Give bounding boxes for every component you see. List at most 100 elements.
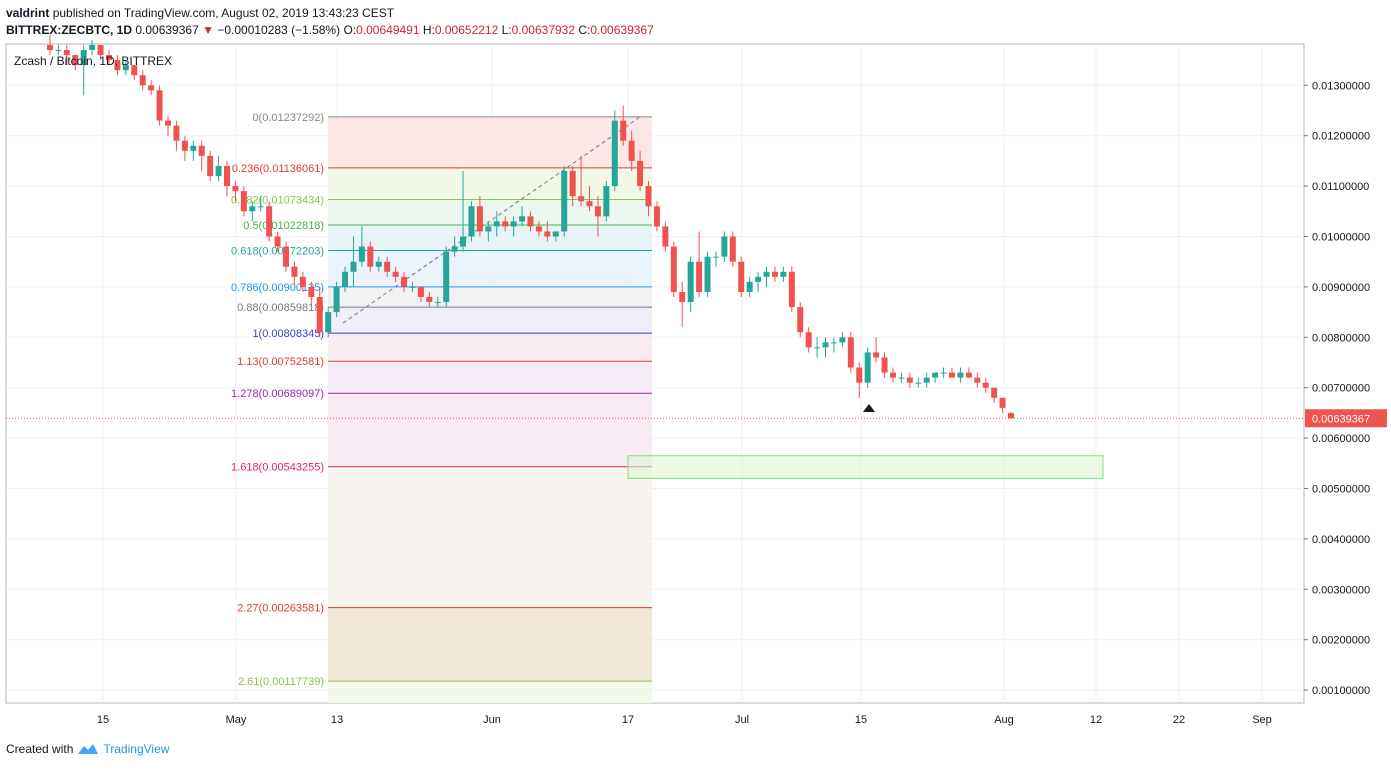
candle-body: [830, 342, 837, 344]
candle-body: [814, 347, 821, 349]
symbol-name[interactable]: BITTREX:ZECBTC, 1D: [6, 23, 132, 37]
candle-body: [1008, 413, 1014, 419]
fib-band: [328, 681, 652, 703]
candle-body: [207, 155, 214, 177]
candle-body: [240, 191, 247, 212]
target-zone-box: [627, 455, 1104, 479]
fib-band: [328, 393, 652, 467]
candle-body: [746, 281, 753, 292]
candle-body: [586, 201, 593, 207]
candle-body: [72, 55, 79, 66]
x-tick-label: May: [226, 714, 247, 726]
fib-band: [328, 286, 652, 308]
down-arrow-icon: ▼: [202, 23, 214, 37]
candle-body: [637, 160, 644, 187]
candle-body: [856, 367, 863, 383]
candle-body: [392, 271, 399, 277]
candle-body: [358, 246, 365, 262]
fib-level-label: 0.5(0.01022818): [243, 220, 324, 232]
candle-body: [578, 196, 585, 202]
y-tick-label: 0.01200000: [1312, 131, 1370, 143]
x-tick-label: Jun: [483, 714, 501, 726]
created-with-text: Created with: [6, 742, 74, 756]
candle-body: [805, 332, 812, 348]
candle-body: [940, 372, 947, 374]
candle-body: [915, 382, 922, 384]
candle-body: [493, 221, 500, 227]
candle-body: [401, 276, 408, 287]
low-label: L:: [501, 23, 512, 37]
fib-band: [328, 333, 652, 362]
candle-body: [350, 261, 357, 272]
candle-body: [451, 246, 458, 252]
fib-level-label: 2.27(0.00263581): [237, 603, 324, 615]
candle-body: [46, 44, 53, 51]
candle-body: [291, 266, 298, 277]
candle-body: [788, 271, 795, 308]
candle-body: [923, 377, 930, 383]
y-tick-label: 0.00300000: [1312, 584, 1370, 596]
open-value: 0.00649491: [356, 23, 420, 37]
candle-body: [544, 231, 551, 237]
candle-body: [999, 397, 1006, 408]
candle-body: [114, 60, 121, 71]
candle-body: [434, 302, 441, 304]
x-tick-label: Aug: [994, 714, 1014, 726]
candle-body: [316, 296, 323, 333]
candle-body: [283, 246, 290, 267]
x-tick-label: 22: [1173, 714, 1185, 726]
author-name[interactable]: valdrint: [6, 6, 50, 20]
tradingview-logo-icon: [78, 744, 99, 754]
y-tick-label: 0.01000000: [1312, 232, 1370, 244]
candle-body: [105, 55, 112, 61]
candle-body: [274, 236, 281, 247]
candle-body: [308, 286, 315, 297]
candle-body: [198, 145, 205, 156]
publish-info: valdrint published on TradingView.com, A…: [6, 6, 394, 20]
fib-band: [328, 250, 652, 287]
candle-body: [611, 120, 618, 187]
candle-body: [165, 120, 171, 126]
x-tick-label: Jul: [735, 714, 749, 726]
tradingview-brand[interactable]: TradingView: [103, 742, 170, 756]
marker-triangle-icon: [863, 404, 875, 412]
candle-body: [881, 357, 888, 373]
candle-body: [948, 372, 955, 378]
candle-body: [932, 372, 939, 378]
candle-body: [957, 372, 964, 378]
candle-body: [468, 206, 475, 237]
fib-level-label: 1.278(0.00689097): [231, 388, 324, 400]
candle-body: [982, 382, 989, 388]
close-label: C:: [578, 23, 591, 37]
y-tick-label: 0.01300000: [1312, 80, 1370, 92]
last-price-label: 0.00639367: [1312, 413, 1370, 425]
candle-body: [965, 372, 972, 378]
chart-title: Zcash / Bitcoin, 1D, BITTREX: [14, 54, 172, 68]
fib-level-label: 0.382(0.01073434): [231, 194, 324, 206]
candle-body: [460, 236, 467, 247]
candle-body: [148, 85, 155, 91]
published-text: published on TradingView.com, August 02,…: [52, 6, 395, 20]
candle-body: [299, 276, 306, 287]
candle-body: [552, 231, 559, 237]
y-tick-label: 0.00200000: [1312, 635, 1370, 647]
candle-body: [687, 261, 694, 303]
candle-body: [991, 387, 998, 398]
candle-body: [131, 65, 138, 76]
candle-body: [325, 312, 332, 333]
candle-body: [712, 256, 719, 258]
candle-body: [249, 206, 256, 212]
candle-body: [55, 50, 62, 52]
candle-body: [974, 377, 981, 383]
candle-body: [535, 226, 542, 232]
candle-body: [797, 307, 804, 333]
candle-body: [679, 291, 686, 303]
candle-body: [333, 286, 340, 313]
candle-body: [670, 246, 677, 292]
candle-body: [620, 120, 627, 141]
candle-body: [864, 352, 871, 383]
candle-body: [224, 165, 231, 187]
candle-body: [898, 377, 905, 379]
